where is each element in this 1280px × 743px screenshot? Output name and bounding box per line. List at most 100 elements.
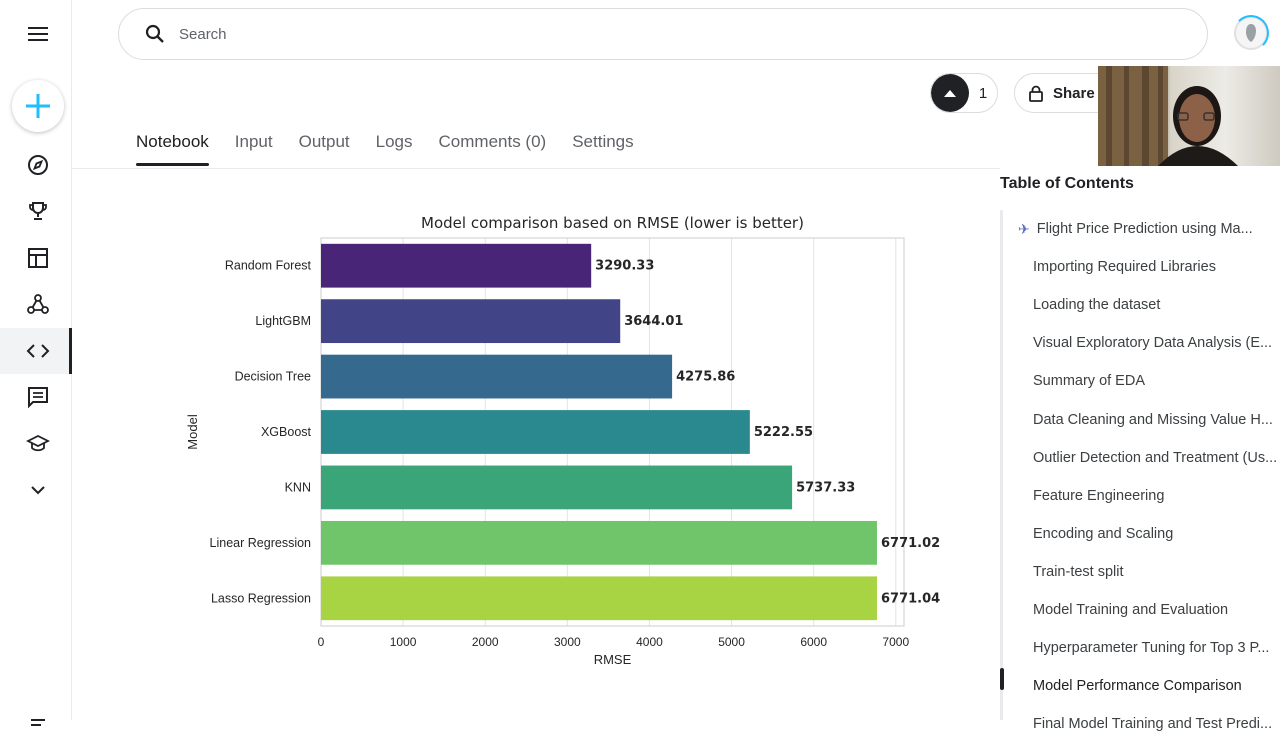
bar: [321, 576, 877, 621]
toc-item[interactable]: Final Model Training and Test Predi...: [1018, 705, 1280, 743]
toc-item[interactable]: Train-test split: [1018, 553, 1280, 591]
toc-item[interactable]: Encoding and Scaling: [1018, 515, 1280, 553]
toc-item-label: Visual Exploratory Data Analysis (E...: [1033, 335, 1273, 352]
progress-ring: [1233, 15, 1269, 51]
toc-item-label: Encoding and Scaling: [1033, 525, 1174, 542]
toc-item[interactable]: Loading the dataset: [1018, 286, 1280, 324]
upvote-control[interactable]: 1: [930, 73, 998, 113]
tab-logs[interactable]: Logs: [375, 132, 413, 151]
toc-item[interactable]: ✈ Flight Price Prediction using Ma...: [1018, 210, 1280, 248]
category-label: Linear Regression: [210, 536, 311, 550]
tick-label: 5000: [718, 635, 745, 649]
caret-up-icon: [944, 90, 956, 97]
toc-item-label: Train-test split: [1033, 563, 1124, 580]
code-icon[interactable]: [24, 337, 52, 365]
toc-item[interactable]: Data Cleaning and Missing Value H...: [1018, 400, 1280, 438]
data-label: 3290.33: [595, 259, 654, 274]
menu-icon[interactable]: [24, 20, 52, 48]
toc-item[interactable]: Outlier Detection and Treatment (Us...: [1018, 439, 1280, 477]
x-axis-label: RMSE: [594, 652, 632, 667]
toc-item[interactable]: Summary of EDA: [1018, 362, 1280, 400]
tick-label: 4000: [636, 635, 663, 649]
toc-item-label: Loading the dataset: [1033, 297, 1161, 314]
search-icon: [145, 24, 164, 43]
toc-item-label: Feature Engineering: [1033, 487, 1165, 504]
compass-icon[interactable]: [24, 151, 52, 179]
toc-item[interactable]: Feature Engineering: [1018, 477, 1280, 515]
lock-icon: [1029, 85, 1043, 102]
toc-title: Table of Contents: [1000, 175, 1134, 192]
data-label: 5737.33: [796, 480, 855, 495]
chart-title: Model comparison based on RMSE (lower is…: [421, 214, 804, 232]
category-label: Random Forest: [225, 259, 312, 273]
category-label: LightGBM: [255, 314, 311, 328]
tick-label: 0: [318, 635, 325, 649]
table-icon[interactable]: [24, 244, 52, 272]
rmse-bar-chart: Random Forest 3290.33 LightGBM 3644.01 Decis…: [185, 214, 940, 667]
bar: [321, 465, 793, 510]
avatar[interactable]: [1233, 15, 1269, 51]
notebook-tabs: Notebook Input Output Logs Comments (0) …: [136, 132, 634, 166]
toc-item-label: Flight Price Prediction using Ma...: [1036, 221, 1253, 238]
toc-item[interactable]: Hyperparameter Tuning for Top 3 P...: [1018, 629, 1280, 667]
bar: [321, 410, 750, 454]
chevron-down-icon[interactable]: [24, 476, 52, 504]
bar: [321, 299, 621, 344]
data-label: 6771.04: [881, 591, 940, 606]
toc-track: [1000, 210, 1003, 720]
trophy-icon[interactable]: [24, 197, 52, 225]
discussion-icon[interactable]: [24, 383, 52, 411]
search-bar[interactable]: [118, 8, 1208, 60]
create-icon: [26, 94, 50, 118]
toc-item-label: Outlier Detection and Treatment (Us...: [1033, 449, 1278, 466]
category-label: Decision Tree: [235, 370, 311, 384]
toc-item-label: Model Performance Comparison: [1033, 678, 1242, 695]
data-label: 4275.86: [676, 370, 735, 385]
tab-settings[interactable]: Settings: [572, 132, 634, 151]
vote-count: 1: [978, 84, 988, 102]
share-label: Share: [1053, 84, 1095, 102]
toc-list: ✈ Flight Price Prediction using Ma... Impo…: [1018, 210, 1280, 743]
tick-label: 3000: [554, 635, 581, 649]
tabs-divider: [72, 168, 1000, 169]
toc-item[interactable]: Model Training and Evaluation: [1018, 591, 1280, 629]
tab-output[interactable]: Output: [298, 132, 350, 151]
toc-item-label: Final Model Training and Test Predi...: [1033, 716, 1273, 733]
bar: [321, 354, 673, 399]
toc-current-marker: [1000, 668, 1004, 690]
tick-label: 2000: [472, 635, 499, 649]
tick-label: 1000: [390, 635, 417, 649]
toc-item-label: Data Cleaning and Missing Value H...: [1033, 411, 1273, 428]
category-label: KNN: [285, 480, 311, 494]
active-nav-indicator: [69, 328, 72, 374]
category-label: Lasso Regression: [211, 591, 311, 605]
learn-icon[interactable]: [24, 430, 52, 458]
models-icon[interactable]: [24, 290, 52, 318]
toc-item[interactable]: Importing Required Libraries: [1018, 248, 1280, 286]
webcam-overlay: [1098, 66, 1280, 166]
upvote-button[interactable]: [931, 74, 969, 112]
y-axis-label: Model: [185, 414, 200, 450]
tab-input[interactable]: Input: [234, 132, 273, 151]
category-label: XGBoost: [261, 425, 312, 439]
toc-item-label: Summary of EDA: [1033, 373, 1145, 390]
toc-item[interactable]: Model Performance Comparison: [1018, 667, 1280, 705]
bar: [321, 243, 592, 288]
tick-label: 7000: [882, 635, 909, 649]
notes-icon[interactable]: [24, 708, 52, 736]
data-label: 3644.01: [624, 314, 683, 329]
toc-item-label: Importing Required Libraries: [1033, 259, 1216, 276]
search-input[interactable]: [179, 25, 1079, 43]
bar: [321, 520, 877, 565]
active-nav-highlight: [0, 328, 72, 374]
tab-comments[interactable]: Comments (0): [438, 132, 547, 151]
create-button[interactable]: [12, 80, 64, 132]
tick-label: 6000: [800, 635, 827, 649]
left-sidebar: [0, 0, 72, 726]
toc-item[interactable]: Visual Exploratory Data Analysis (E...: [1018, 324, 1280, 362]
data-label: 6771.02: [881, 536, 940, 551]
tab-notebook[interactable]: Notebook: [136, 132, 209, 166]
toc-item-label: Hyperparameter Tuning for Top 3 P...: [1033, 640, 1270, 657]
airplane-icon: ✈: [1018, 220, 1030, 237]
data-label: 5222.55: [754, 425, 813, 440]
